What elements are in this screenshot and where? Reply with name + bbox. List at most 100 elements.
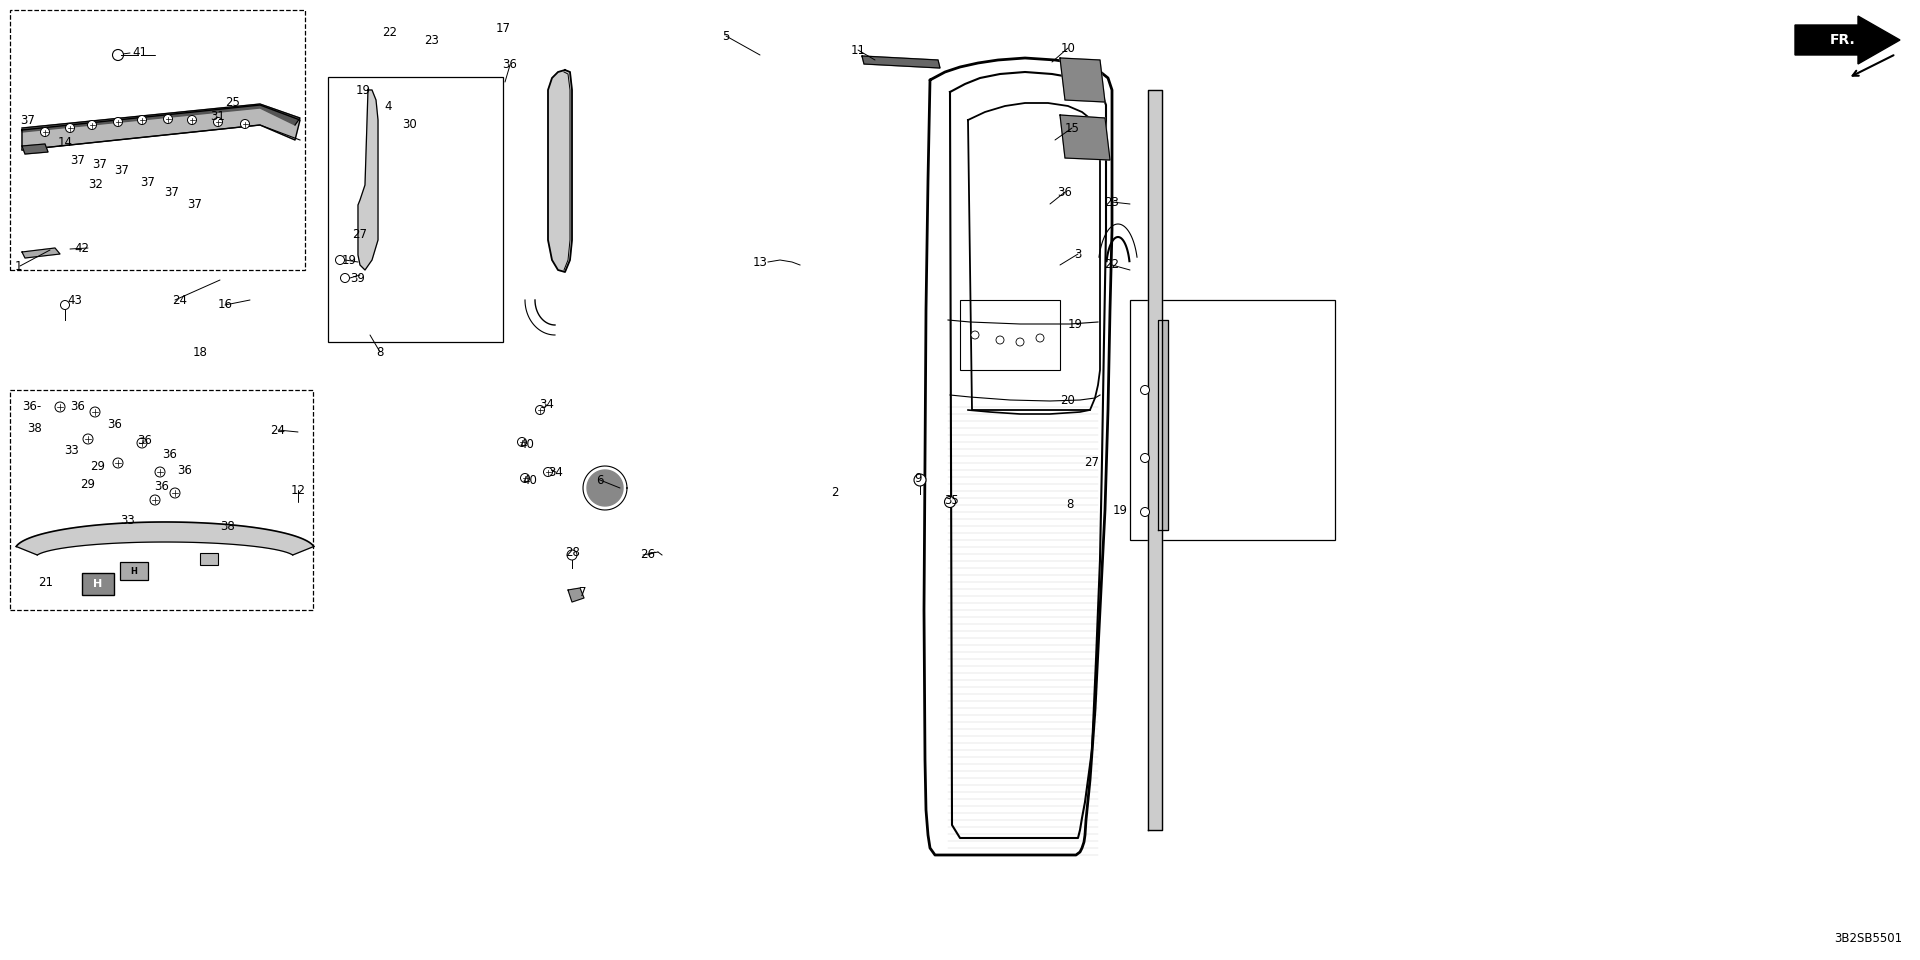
Bar [119,562,148,580]
Text: 26: 26 [641,548,655,562]
Text: 37: 37 [71,154,84,166]
Text: 31: 31 [211,110,225,124]
Text: 36: 36 [163,447,177,461]
Polygon shape [1795,16,1901,64]
Text: 19: 19 [355,84,371,97]
Polygon shape [21,105,300,150]
Circle shape [150,495,159,505]
Circle shape [340,274,349,282]
Text: 42: 42 [75,242,90,254]
Circle shape [156,467,165,477]
Text: 5: 5 [722,30,730,42]
Text: 35: 35 [945,493,960,507]
Text: 41: 41 [132,46,148,60]
Text: FR.: FR. [1830,33,1857,47]
Bar [960,300,1060,370]
Polygon shape [547,70,572,272]
Polygon shape [568,588,584,602]
Text: 7: 7 [580,586,588,598]
Polygon shape [588,470,622,506]
Text: 37: 37 [21,113,35,127]
Text: 36-: 36- [23,399,42,413]
Bar [328,77,503,342]
Text: 22: 22 [382,26,397,38]
Text: 40: 40 [520,438,534,450]
Circle shape [65,124,75,132]
Circle shape [113,458,123,468]
Bar [1131,300,1334,540]
Text: H: H [94,579,102,589]
Text: 40: 40 [522,473,538,487]
Circle shape [138,115,146,125]
Polygon shape [862,56,941,68]
Text: 36: 36 [503,59,516,71]
Circle shape [163,114,173,124]
Circle shape [213,117,223,127]
Bar [200,553,219,565]
Text: 39: 39 [351,272,365,284]
Text: 43: 43 [67,294,83,306]
Circle shape [40,128,50,136]
Text: 19: 19 [1112,503,1127,516]
Circle shape [83,434,92,444]
Text: 1: 1 [13,259,21,273]
Text: 25: 25 [225,95,240,108]
Text: 37: 37 [188,198,202,210]
Circle shape [972,331,979,339]
Text: 37: 37 [165,185,179,199]
Text: 38: 38 [221,519,236,533]
Text: 37: 37 [140,176,156,188]
Circle shape [61,300,69,309]
Text: 3B2SB5501: 3B2SB5501 [1834,931,1903,945]
Text: 16: 16 [217,299,232,311]
Circle shape [1140,508,1150,516]
Circle shape [518,438,526,446]
Text: 36: 36 [71,399,84,413]
Text: 19: 19 [342,253,357,267]
Text: 10: 10 [1060,41,1075,55]
Text: 22: 22 [1104,258,1119,272]
Text: 38: 38 [27,421,42,435]
Text: 36: 36 [138,434,152,446]
Circle shape [914,474,925,486]
Circle shape [1016,338,1023,346]
Circle shape [113,50,123,60]
Polygon shape [357,90,378,270]
Polygon shape [1060,115,1110,160]
Circle shape [88,121,96,130]
Text: 17: 17 [495,21,511,35]
Text: 34: 34 [549,466,563,478]
Text: 2: 2 [831,486,839,498]
Text: 15: 15 [1064,122,1079,134]
Polygon shape [1158,320,1167,530]
Text: 23: 23 [1104,196,1119,208]
Text: 21: 21 [38,575,54,588]
Circle shape [1037,334,1044,342]
Polygon shape [1148,90,1162,830]
Text: 36: 36 [156,479,169,492]
Text: 29: 29 [81,477,96,491]
Text: 32: 32 [88,179,104,191]
Circle shape [1140,386,1150,395]
Text: 14: 14 [58,135,73,149]
Text: 3: 3 [1075,248,1081,260]
Polygon shape [15,522,313,555]
Text: 33: 33 [121,514,136,526]
Text: 18: 18 [192,347,207,359]
Text: 34: 34 [540,398,555,412]
Text: 6: 6 [597,473,603,487]
Circle shape [996,336,1004,344]
Polygon shape [21,104,300,132]
Text: 8: 8 [1066,497,1073,511]
Text: H: H [131,566,138,575]
Text: 27: 27 [353,228,367,241]
Circle shape [336,255,344,265]
Circle shape [188,115,196,125]
Text: 23: 23 [424,34,440,46]
Text: 37: 37 [92,158,108,172]
Text: 24: 24 [173,294,188,306]
Text: 9: 9 [914,471,922,485]
Polygon shape [1060,58,1106,102]
Text: 4: 4 [384,101,392,113]
Text: 28: 28 [566,545,580,559]
